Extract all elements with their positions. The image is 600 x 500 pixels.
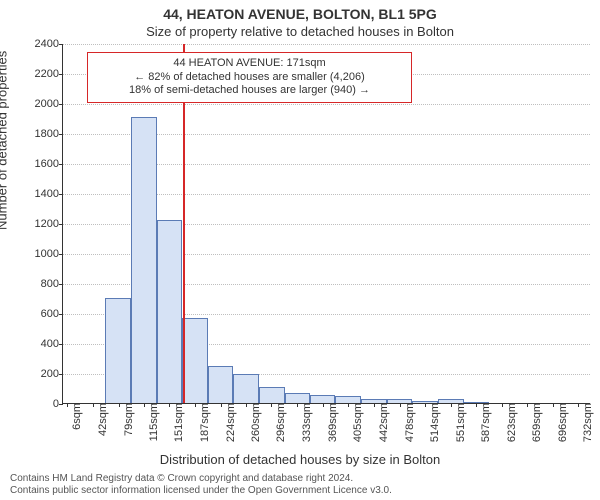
histogram-bar [310,395,335,403]
x-tick-label: 696sqm [553,403,569,442]
gridline [63,44,590,45]
info-box-line: 18% of semi-detached houses are larger (… [94,84,406,98]
y-tick-label: 2200 [35,68,63,80]
histogram-bar [285,393,310,404]
x-tick-label: 333sqm [297,403,313,442]
footer-line-1: Contains HM Land Registry data © Crown c… [10,473,353,484]
histogram-bar [182,318,208,404]
x-tick-label: 551sqm [451,403,467,442]
x-tick-label: 42sqm [93,403,109,436]
x-tick-label: 151sqm [169,403,185,442]
x-tick-label: 6sqm [67,403,83,430]
y-tick-label: 400 [41,338,63,350]
y-tick-label: 1200 [35,218,63,230]
x-tick-label: 623sqm [502,403,518,442]
x-tick-label: 478sqm [400,403,416,442]
histogram-bar [208,366,233,404]
page-subtitle: Size of property relative to detached ho… [0,24,600,39]
y-axis-label: Number of detached properties [0,51,10,230]
y-tick-label: 1400 [35,188,63,200]
x-tick-label: 296sqm [271,403,287,442]
x-tick-label: 79sqm [119,403,135,436]
x-tick-label: 405sqm [348,403,364,442]
info-box: 44 HEATON AVENUE: 171sqm← 82% of detache… [87,52,413,103]
chart-area: 0200400600800100012001400160018002000220… [62,44,590,404]
info-box-line: ← 82% of detached houses are smaller (4,… [94,71,406,85]
histogram-bar [233,374,258,403]
y-tick-label: 200 [41,368,63,380]
histogram-bar [335,396,361,403]
x-tick-label: 587sqm [476,403,492,442]
x-axis-label: Distribution of detached houses by size … [0,452,600,467]
x-tick-label: 732sqm [578,403,594,442]
y-tick-label: 2400 [35,38,63,50]
y-tick-label: 2000 [35,98,63,110]
y-tick-label: 800 [41,278,63,290]
y-tick-label: 1000 [35,248,63,260]
page-title: 44, HEATON AVENUE, BOLTON, BL1 5PG [0,6,600,22]
x-tick-label: 369sqm [323,403,339,442]
footer-line-2: Contains public sector information licen… [10,485,392,496]
x-tick-label: 224sqm [221,403,237,442]
x-tick-label: 260sqm [246,403,262,442]
y-tick-label: 0 [53,398,63,410]
y-tick-label: 1600 [35,158,63,170]
x-tick-label: 659sqm [527,403,543,442]
histogram-bar [157,220,182,403]
y-tick-label: 600 [41,308,63,320]
x-tick-label: 115sqm [144,403,160,441]
x-tick-label: 442sqm [374,403,390,442]
info-box-line: 44 HEATON AVENUE: 171sqm [94,57,406,71]
histogram-bar [131,117,156,404]
x-tick-label: 187sqm [195,403,211,442]
x-tick-label: 514sqm [425,403,441,442]
gridline [63,104,590,105]
y-tick-label: 1800 [35,128,63,140]
histogram-bar [259,387,285,404]
histogram-bar [105,298,131,403]
